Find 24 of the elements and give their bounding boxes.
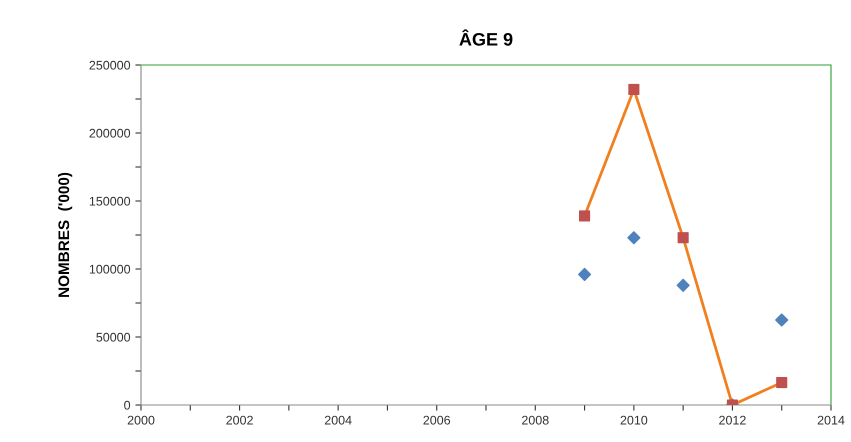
y-tick-label: 50000 [96,332,130,342]
y-tick-label: 100000 [90,264,130,274]
y-axis-title: NOMBRES ('000) [58,172,72,297]
point [578,268,592,282]
point [775,313,788,327]
x-tick-label: 2014 [818,416,845,425]
point [676,278,690,292]
y-tick-label: 0 [124,400,130,410]
x-tick-label: 2008 [522,416,549,425]
y-tick-label: 250000 [90,60,130,70]
chart-title: ÂGE 9 [459,29,512,46]
x-tick-label: 2006 [423,416,450,425]
point [776,377,788,388]
y-tick-label: 200000 [90,128,130,138]
point [579,210,590,222]
point [627,231,640,244]
point [628,84,640,96]
x-tick-label: 2004 [324,416,352,425]
point [678,232,689,244]
y-tick-label: 150000 [90,196,130,206]
x-tick-label: 2012 [719,416,746,425]
x-tick-label: 2002 [226,416,253,425]
x-tick-label: 2010 [620,416,648,425]
x-tick-label: 2000 [128,416,154,425]
